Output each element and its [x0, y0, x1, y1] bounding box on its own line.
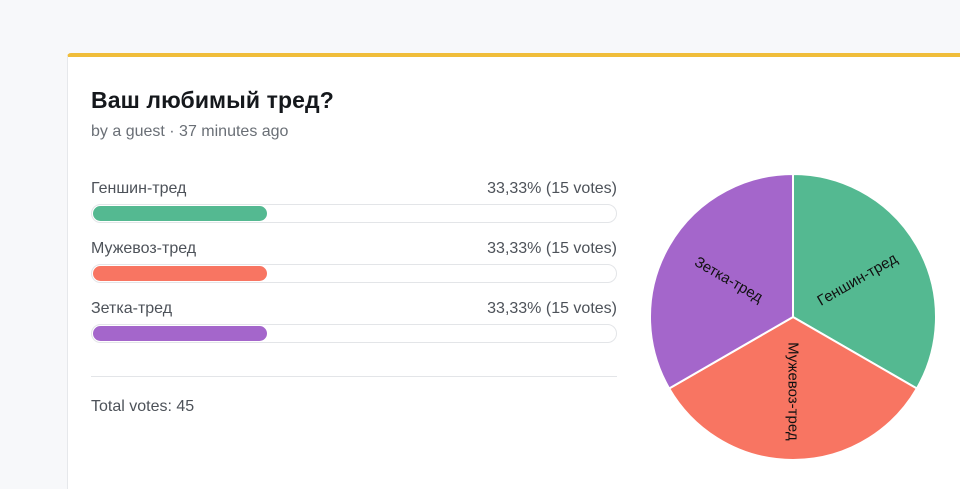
- pie-slice: [667, 315, 919, 461]
- option-label: Зетка-тред: [91, 300, 173, 317]
- progress-bar-track: [91, 204, 617, 223]
- option-percent: 33,33%: [487, 180, 542, 197]
- poll-byline: by a guest · 37 minutes ago: [91, 123, 289, 140]
- option-percent: 33,33%: [487, 300, 542, 317]
- pie-slice-label: Мужевоз-тред: [785, 342, 802, 441]
- option-votes: (15 votes): [545, 180, 617, 197]
- progress-bar-fill: [93, 266, 267, 281]
- option-votes: (15 votes): [545, 300, 617, 317]
- progress-bar-track: [91, 264, 617, 283]
- progress-bar-fill: [93, 326, 267, 341]
- option-stats: 33,33% (15 votes): [487, 240, 617, 258]
- option-label: Мужевоз-тред: [91, 240, 197, 257]
- poll-title: Ваш любимый тред?: [91, 87, 334, 113]
- option-stats: 33,33% (15 votes): [487, 300, 617, 318]
- progress-bar-fill: [93, 206, 267, 221]
- progress-bar-track: [91, 324, 617, 343]
- total-votes: Total votes: 45: [91, 398, 195, 415]
- divider: [91, 376, 617, 377]
- option-votes: (15 votes): [545, 240, 617, 257]
- option-label: Геншин-тред: [91, 180, 187, 197]
- pie-slice: [649, 172, 794, 390]
- option-percent: 33,33%: [487, 240, 542, 257]
- option-stats: 33,33% (15 votes): [487, 180, 617, 198]
- pie-slice: [792, 172, 937, 390]
